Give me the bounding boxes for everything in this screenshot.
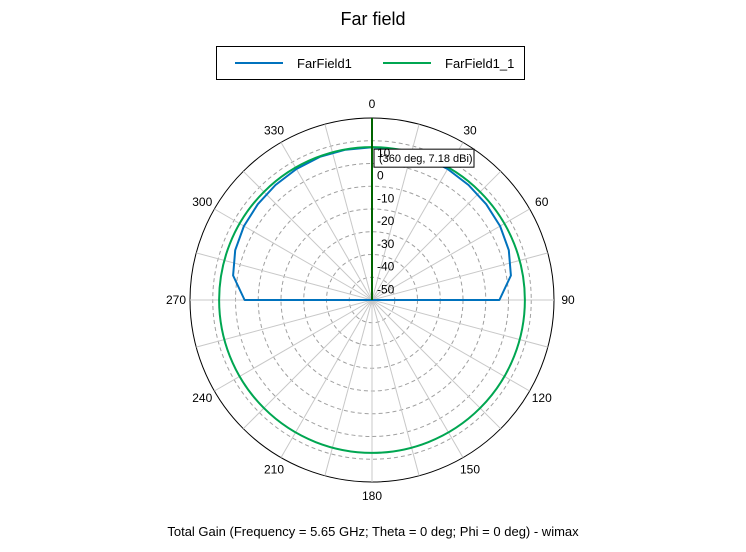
chart-title: Far field xyxy=(340,9,406,29)
angle-tick-label: 30 xyxy=(463,123,477,137)
angular-grid-spoke xyxy=(371,299,530,392)
angular-grid-spoke xyxy=(242,170,373,301)
angle-tick-label: 90 xyxy=(561,293,575,307)
angular-grid-spoke xyxy=(371,208,530,301)
legend-item-farfield1-1[interactable]: FarField1_1 xyxy=(383,47,514,79)
angular-grid-spoke xyxy=(324,124,373,301)
angle-tick-label: 240 xyxy=(192,391,212,405)
angular-grid-spoke xyxy=(371,170,502,301)
angle-tick-label: 0 xyxy=(369,97,376,111)
angle-tick-label: 210 xyxy=(264,463,284,477)
radial-tick-label: -30 xyxy=(377,237,395,251)
angle-tick-label: 180 xyxy=(362,489,382,503)
label-layer: 0 30 60 90 120 150 180 210 240 270 300 330 10 0 -10 -20… xyxy=(166,97,575,503)
angular-grid-spoke xyxy=(280,299,373,458)
angular-grid-spoke xyxy=(196,299,373,348)
angle-tick-label: 330 xyxy=(264,123,284,137)
legend: FarField1 FarField1_1 xyxy=(216,46,525,80)
angle-tick-label: 60 xyxy=(535,195,549,209)
angle-tick-label: 150 xyxy=(460,463,480,477)
angular-grid-spoke xyxy=(280,142,373,301)
chart-caption: Total Gain (Frequency = 5.65 GHz; Theta … xyxy=(167,524,579,539)
angle-tick-label: 270 xyxy=(166,293,186,307)
legend-item-farfield1[interactable]: FarField1 xyxy=(235,47,352,79)
marker-tooltip-label: (360 deg, 7.18 dBi) xyxy=(379,153,473,165)
radial-tick-label: 10 xyxy=(377,146,391,160)
angular-grid-spoke xyxy=(214,208,373,301)
angle-tick-label: 120 xyxy=(532,391,552,405)
angular-grid-spoke xyxy=(371,299,548,348)
marker-tooltip-box xyxy=(373,148,475,168)
legend-swatch-farfield1-1 xyxy=(383,62,431,64)
angular-grid-spoke xyxy=(371,299,464,458)
angular-grid-spoke xyxy=(324,299,373,476)
legend-label-farfield1-1: FarField1_1 xyxy=(445,55,515,71)
marker-layer: (360 deg, 7.18 dBi) xyxy=(371,118,475,300)
radial-tick-label: -10 xyxy=(377,191,395,205)
radial-tick-label: -20 xyxy=(377,214,395,228)
legend-label-farfield1: FarField1 xyxy=(297,55,352,71)
angular-grid-spoke xyxy=(214,299,373,392)
radial-tick-label: -50 xyxy=(377,282,395,296)
angular-grid-spoke xyxy=(242,299,373,430)
legend-swatch-farfield1 xyxy=(235,62,283,64)
angle-tick-label: 300 xyxy=(192,195,212,209)
angular-grid-spoke xyxy=(371,299,420,476)
angular-grid-spoke xyxy=(371,299,502,430)
marker-tooltip: (360 deg, 7.18 dBi) xyxy=(373,148,475,168)
radial-tick-label: -40 xyxy=(377,260,395,274)
angular-grid-spoke xyxy=(196,252,373,301)
angular-grid-spoke xyxy=(371,252,548,301)
radial-tick-label: 0 xyxy=(377,169,384,183)
